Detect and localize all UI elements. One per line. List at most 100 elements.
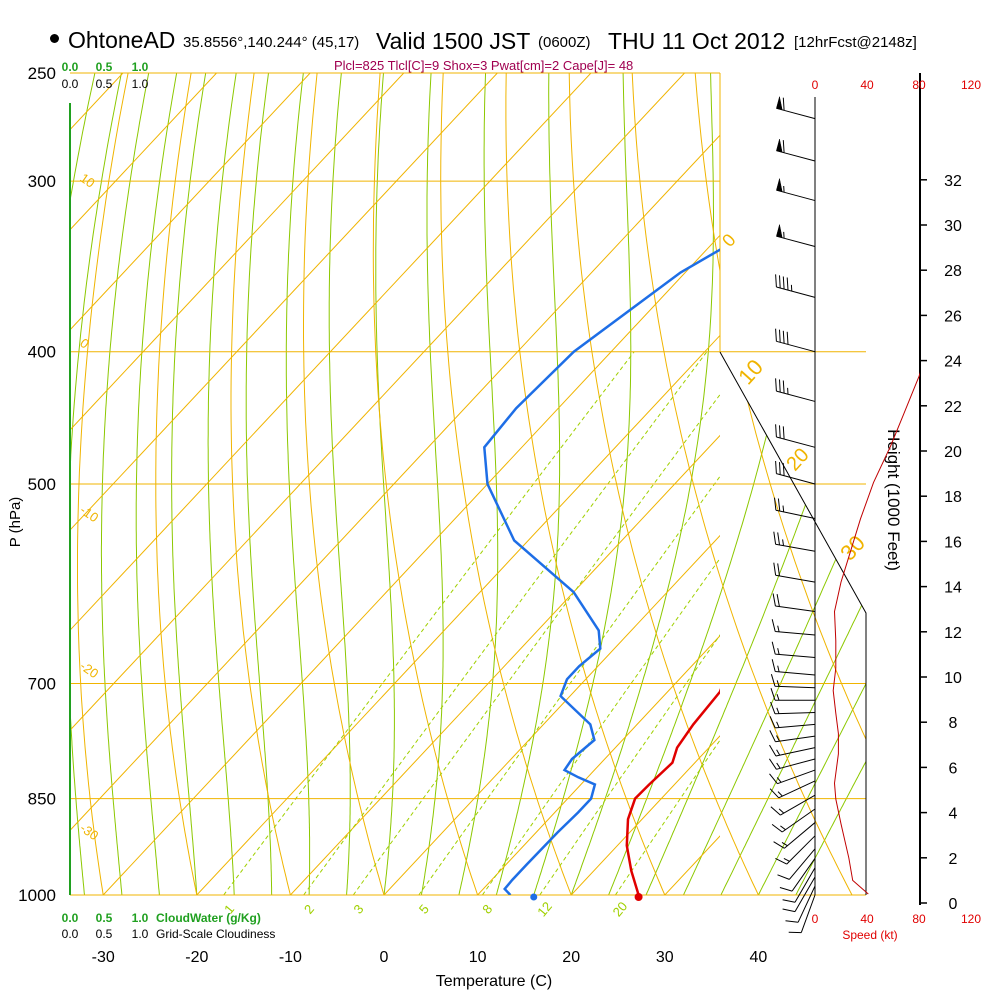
pressure-tick-label: 250 xyxy=(28,64,56,83)
isotherm-line xyxy=(70,134,720,832)
moist-adiabat-line xyxy=(285,73,359,895)
height-tick-label: 6 xyxy=(949,760,958,777)
surface-dewpoint-point xyxy=(530,893,538,901)
dry-adiabats xyxy=(70,73,866,895)
cloud-water-title: CloudWater (g/Kg) xyxy=(156,911,261,925)
surface-points xyxy=(530,893,643,901)
dry-adiabat-line xyxy=(230,73,313,895)
station-name: OhtoneAD xyxy=(68,27,176,53)
dry-adiabat-line xyxy=(77,73,204,895)
sounding-profiles xyxy=(483,248,720,895)
isotherm-line xyxy=(570,735,720,895)
cloudiness-tick-label-top: 0.5 xyxy=(96,77,113,91)
utc-time: (0600Z) xyxy=(538,34,591,51)
moist-adiabat-line xyxy=(570,73,715,895)
moist-adiabat-line xyxy=(328,73,392,895)
moist-adiabat-line xyxy=(645,73,866,895)
moist-adiabat-line xyxy=(100,73,226,895)
moist-adiabat-line xyxy=(70,73,157,895)
height-tick-label: 26 xyxy=(944,308,962,325)
wind-barb xyxy=(776,140,816,162)
dry-adiabat-line xyxy=(856,73,866,895)
speed-tick-label-top: 40 xyxy=(860,78,874,92)
mixing-ratio-line xyxy=(481,557,720,895)
mixing-ratio-label: 5 xyxy=(416,902,432,917)
isotherms xyxy=(0,0,720,952)
mixing-ratio-label: 2 xyxy=(301,902,317,917)
height-tick-label: 8 xyxy=(949,715,958,732)
moist-adiabat-line xyxy=(533,73,636,895)
speed-tick-label-top: 80 xyxy=(912,78,926,92)
wind-barb-pennant xyxy=(776,96,783,111)
isotherm-line xyxy=(70,73,124,131)
temperature-profile xyxy=(625,688,720,895)
pressure-tick-label: 700 xyxy=(28,675,56,694)
title-bullet xyxy=(50,34,59,43)
dry-adiabat-line xyxy=(688,73,866,895)
wind-barb xyxy=(772,593,816,613)
cloudiness-tick-label: 1.0 xyxy=(132,927,149,941)
moist-adiabat-line xyxy=(757,73,866,895)
wind-barb xyxy=(776,231,816,248)
wind-barb xyxy=(770,701,816,715)
wind-barb xyxy=(785,885,816,923)
y-axis-title: P (hPa) xyxy=(7,497,24,548)
cloud-water-tick-label-top: 0.5 xyxy=(96,60,113,74)
temperature-tick-label: -30 xyxy=(92,949,115,966)
wind-barb xyxy=(782,876,816,913)
dry-adiabat-line xyxy=(70,73,150,895)
isotherm-line xyxy=(70,73,218,231)
temperature-tick-label: 30 xyxy=(656,949,674,966)
pressure-tick-label: 300 xyxy=(28,172,56,191)
height-tick-label: 2 xyxy=(949,851,958,868)
cloud-water-tick-label-top: 1.0 xyxy=(132,60,149,74)
isobars xyxy=(70,72,866,896)
moist-adiabat-line xyxy=(375,73,428,895)
wind-barb xyxy=(776,97,816,120)
pressure-tick-label: 400 xyxy=(28,343,56,362)
mixing-ratio-line xyxy=(539,634,720,895)
height-speed-profile xyxy=(832,372,920,895)
speed-tick-label-bottom: 0 xyxy=(812,912,819,926)
wind-barb xyxy=(769,780,816,799)
height-tick-label: 4 xyxy=(949,806,958,823)
pressure-tick-label: 850 xyxy=(28,790,56,809)
dewpoint-profile xyxy=(483,248,720,895)
dry-adiabat-label: -10 xyxy=(77,502,101,525)
height-tick-label: 18 xyxy=(944,489,962,506)
isotherm-line xyxy=(0,0,125,952)
height-tick-label: 14 xyxy=(944,580,962,597)
wind-barb xyxy=(771,619,816,636)
mixing-ratio-label: 12 xyxy=(534,899,555,920)
wind-barbs xyxy=(768,96,816,934)
dry-adiabat-label: -30 xyxy=(77,820,101,843)
moist-adiabat-label: 20 xyxy=(782,444,813,475)
cloudiness-title: Grid-Scale Cloudiness xyxy=(156,927,275,941)
speed-tick-label-top: 120 xyxy=(961,78,981,92)
moist-adiabat-line xyxy=(683,73,866,895)
wind-barb xyxy=(768,758,816,770)
forecast-info: [12hrFcst@2148z] xyxy=(794,34,917,51)
cloud-water-tick-label-top: 0.0 xyxy=(62,60,79,74)
isotherm-line xyxy=(70,73,405,431)
wind-barb xyxy=(779,858,816,892)
isotherm-line xyxy=(476,635,720,895)
height-tick-label: 16 xyxy=(944,534,962,551)
moist-adiabat-line xyxy=(70,73,180,895)
mixing-ratio-line xyxy=(303,351,708,895)
moist-adiabat-line xyxy=(207,73,301,895)
isotherm-line xyxy=(289,434,720,895)
wind-barb xyxy=(773,531,816,552)
height-tick-label: 24 xyxy=(944,354,962,371)
cloudiness-tick-label: 0.5 xyxy=(96,927,113,941)
height-axis-title: Height (1000 Feet) xyxy=(884,429,903,571)
wind-barb xyxy=(775,378,816,402)
mixing-ratio-label: 8 xyxy=(479,902,495,917)
temperature-tick-label: -20 xyxy=(185,949,208,966)
moist-adiabat-label: 0 xyxy=(718,230,740,251)
valid-date: THU 11 Oct 2012 xyxy=(608,28,786,54)
moist-adiabat-line xyxy=(420,73,469,895)
